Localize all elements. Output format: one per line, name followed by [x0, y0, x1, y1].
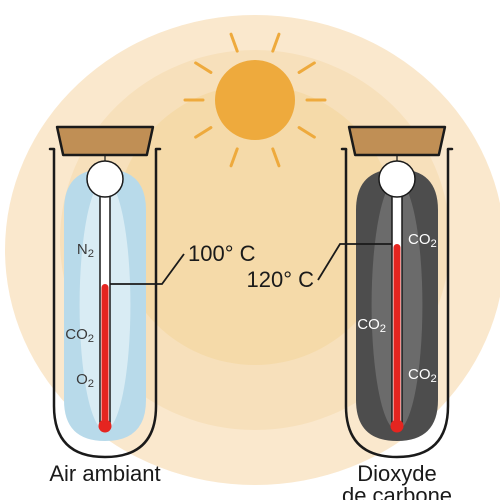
thermometer-fluid: [394, 244, 401, 428]
thermometer-tip: [391, 420, 404, 433]
cork: [349, 127, 445, 155]
tube-label: de carbone: [342, 483, 452, 500]
tube-label: Air ambiant: [49, 461, 160, 486]
thermometer-tip: [99, 420, 112, 433]
cork: [57, 127, 153, 155]
temp-label: 120° C: [246, 267, 314, 292]
thermometer-bulb: [379, 161, 415, 197]
thermometer-bulb: [87, 161, 123, 197]
sun-icon: [215, 60, 295, 140]
diagram-canvas: N2CO2O2100° CAir ambiantCO2CO2CO2120° CD…: [0, 0, 500, 500]
thermometer-fluid: [102, 284, 109, 428]
temp-label: 100° C: [188, 241, 256, 266]
